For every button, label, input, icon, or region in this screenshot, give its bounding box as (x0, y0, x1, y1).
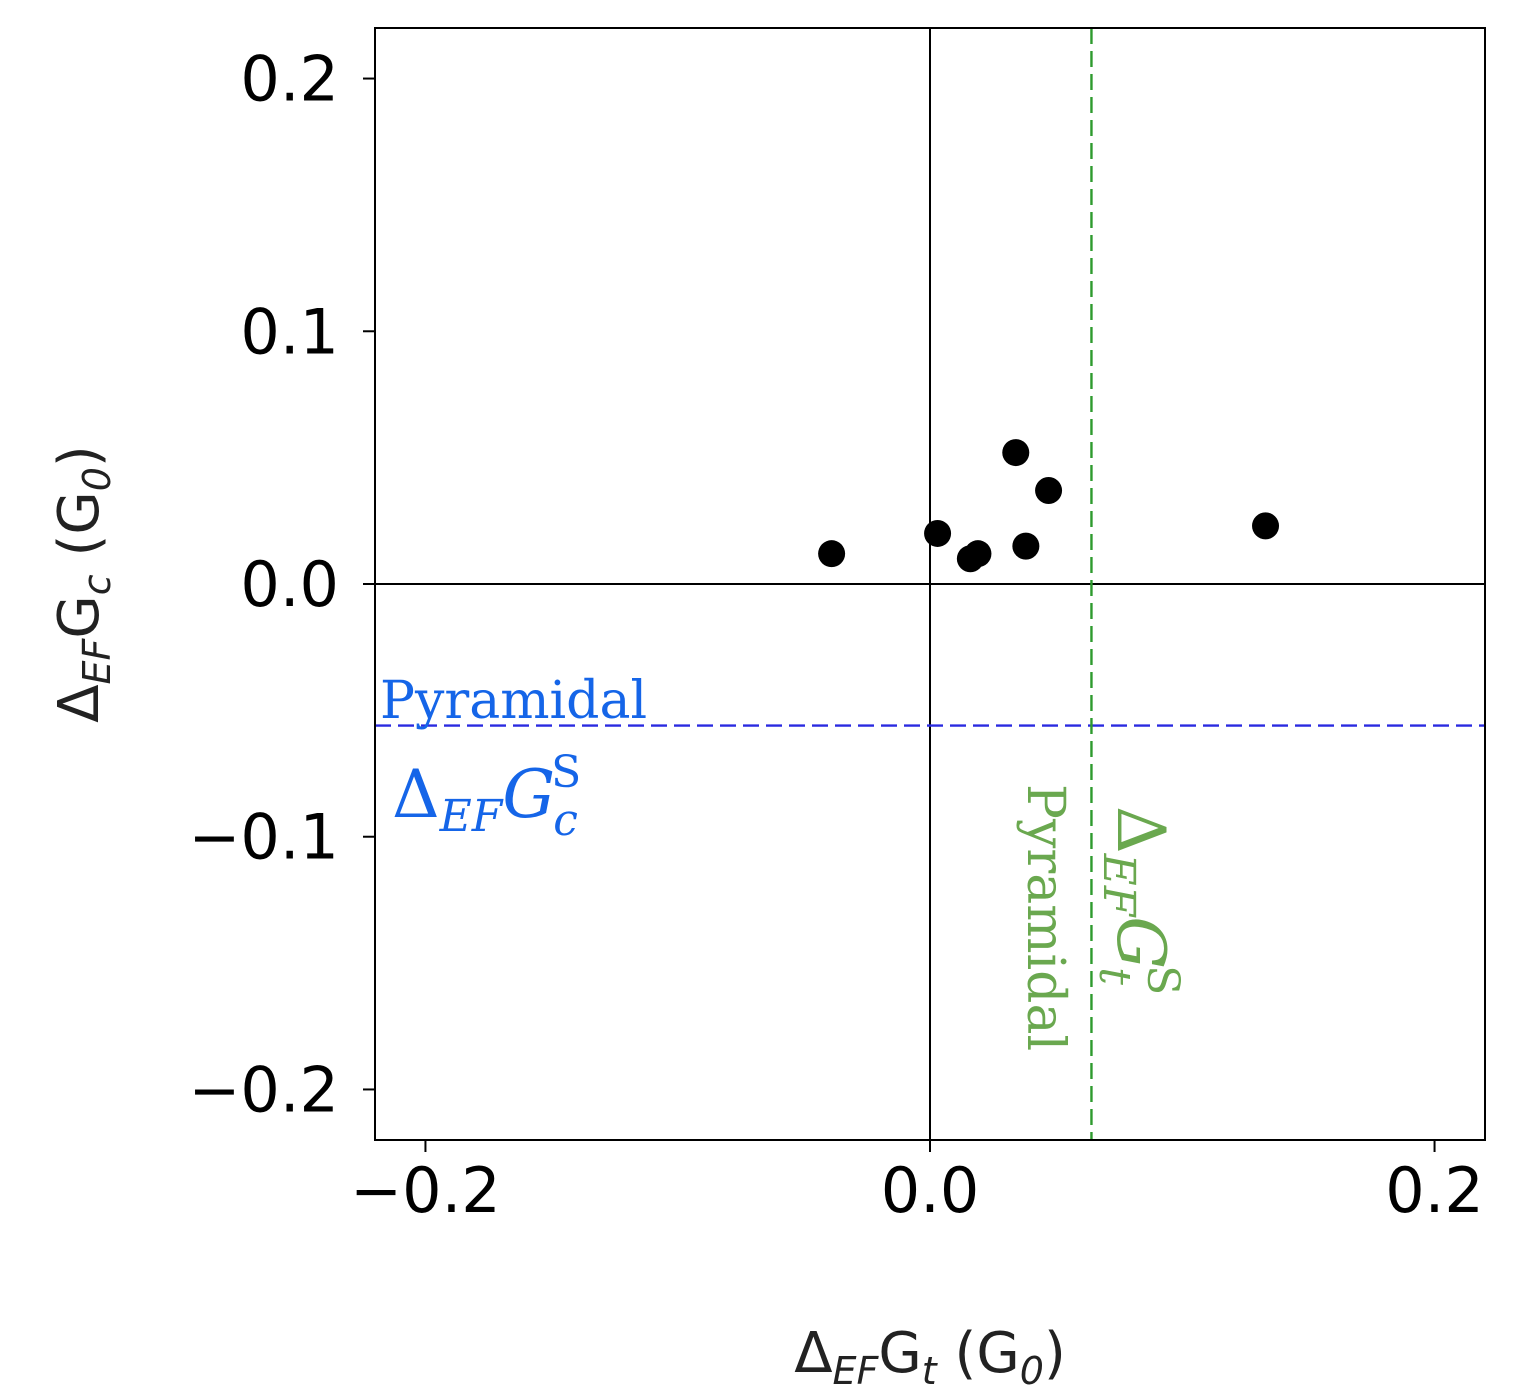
data-point (1252, 512, 1280, 540)
data-points (818, 439, 1280, 573)
x-axis-ticks: −0.2 0.0 0.2 (350, 1140, 1484, 1227)
reference-lines (375, 28, 1485, 1140)
y-axis-label: ΔEFGc (G0) (47, 445, 119, 723)
data-point (1035, 476, 1063, 504)
y-tick-label: 0.1 (240, 295, 339, 368)
vertical-annotation-symbol: ΔEFGSt (1089, 806, 1188, 995)
data-point (818, 540, 846, 568)
y-tick-label: 0.0 (240, 548, 339, 621)
vertical-annotation-name: Pyramidal (1015, 784, 1075, 1051)
data-point (964, 540, 992, 568)
y-tick-label: 0.2 (240, 43, 339, 116)
x-tick-label: −0.2 (350, 1154, 501, 1227)
vertical-line-annotation: Pyramidal ΔEFGSt (1015, 784, 1188, 1051)
y-tick-label: −0.2 (188, 1053, 339, 1126)
horizontal-annotation-name: Pyramidal (380, 671, 647, 731)
horizontal-annotation-symbol: ΔEFGS c (392, 747, 581, 846)
data-point (1012, 532, 1040, 560)
x-tick-label: 0.0 (881, 1154, 980, 1227)
data-point (1002, 439, 1030, 467)
data-point (924, 519, 952, 547)
y-tick-label: −0.1 (188, 801, 339, 874)
horizontal-line-annotation: Pyramidal ΔEFGS c (380, 671, 647, 846)
x-tick-label: 0.2 (1385, 1154, 1484, 1227)
x-axis-label: ΔEFGt (G0) (794, 1321, 1066, 1392)
y-axis-ticks: −0.2 −0.1 0.0 0.1 0.2 (188, 43, 375, 1126)
